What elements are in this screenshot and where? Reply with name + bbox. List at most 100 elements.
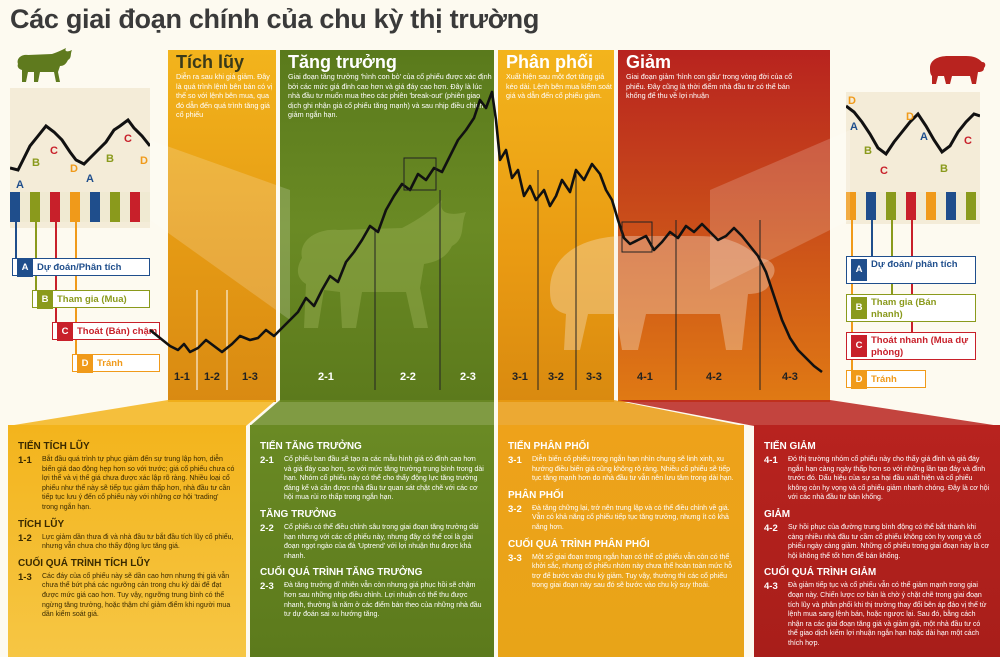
price-line-chart bbox=[149, 90, 823, 374]
stage-label: 3-2 bbox=[548, 371, 564, 383]
bottom-box-tich-luy: TIẾN TÍCH LŨY 1-1 Bắt đầu quá trình tự ph… bbox=[8, 425, 246, 657]
mini-left-letter: B bbox=[106, 153, 114, 165]
section-text: Bắt đầu quá trình tự phục giảm đến sự tr… bbox=[42, 456, 235, 511]
section-text: Một số giai đoạn trong ngắn hạn có thể c… bbox=[532, 553, 732, 590]
bottom-box-giam: TIẾN GIẢM 4-1 Đó thị trường nhóm cổ phiếu… bbox=[754, 425, 1000, 657]
section-number: 2-1 bbox=[260, 455, 274, 466]
legend-text: Thoát (Bán) chậm bbox=[77, 326, 158, 337]
section-number: 3-2 bbox=[508, 503, 522, 515]
bull-icon bbox=[17, 48, 72, 82]
section-title: TIẾN TĂNG TRƯỞNG bbox=[260, 441, 362, 452]
section-title: CUỐI QUÁ TRÌNH TÍCH LŨY bbox=[18, 557, 151, 569]
mini-right-letter: B bbox=[864, 145, 872, 157]
stage-dividers bbox=[196, 170, 761, 390]
panel-heading: Giảm bbox=[626, 52, 672, 72]
section-text: Đà giảm tiếp tục và cổ phiếu vẫn có thể … bbox=[788, 582, 987, 647]
mini-right-letter: D bbox=[906, 111, 914, 123]
section-row: 2-2 Cổ phiếu có thể điều chỉnh sâu trong … bbox=[260, 523, 484, 561]
section-text: Diễn biến cổ phiếu trong ngắn hạn nhìn c… bbox=[532, 456, 734, 483]
mini-right-letter: C bbox=[964, 135, 972, 147]
section-row: 4-3 Đà giảm tiếp tục và cổ phiếu vẫn có t… bbox=[764, 581, 990, 648]
page-title: Các giai đoạn chính của chu kỳ thị trườn… bbox=[10, 4, 540, 34]
section-row: 1-3 Các đáy của cổ phiếu này sẽ dần cao h… bbox=[18, 572, 236, 620]
section-number: 2-3 bbox=[260, 581, 274, 593]
section-number: 3-3 bbox=[508, 552, 522, 564]
section-title: PHÂN PHỐI bbox=[508, 489, 564, 501]
bear-icon bbox=[930, 56, 986, 84]
stage-label: 2-2 bbox=[400, 371, 416, 383]
legend-left-b: B Tham gia (Mua) bbox=[32, 290, 150, 309]
legend-text: Tránh bbox=[97, 358, 123, 369]
mini-left-letter: D bbox=[70, 163, 78, 175]
legend-left-a: A Dự đoán/Phân tích bbox=[12, 258, 150, 277]
legend-text: Tránh bbox=[871, 374, 897, 385]
section-title: TIẾN PHÂN PHỐI bbox=[508, 441, 590, 452]
legend-text: Tham gia (Mua) bbox=[57, 294, 127, 305]
panel-heading: Tăng trưởng bbox=[288, 52, 397, 72]
panel-heading: Tích lũy bbox=[176, 52, 245, 72]
section-text: Đà tăng trưởng dĩ nhiên vẫn còn nhưng gi… bbox=[284, 582, 482, 619]
stage-label: 4-3 bbox=[782, 371, 798, 383]
legend-letter: D bbox=[77, 355, 93, 373]
legend-letter: D bbox=[851, 371, 867, 389]
mini-left-letter: C bbox=[50, 145, 58, 157]
section-row: 1-1 Bắt đầu quá trình tự phục giảm đến sự… bbox=[18, 455, 236, 513]
section-row: 1-2 Lực giảm dần thưa đi và nhà đầu tư bắ… bbox=[18, 533, 236, 552]
section-number: 1-3 bbox=[18, 571, 32, 583]
mini-left-letter: A bbox=[86, 173, 94, 185]
legend-right-d: D Tránh bbox=[846, 370, 926, 389]
bottom-box-tang-truong: TIẾN TĂNG TRƯỞNG 2-1 Cổ phiếu ban đầu sẽ … bbox=[250, 425, 494, 657]
section-text: Đó thị trường nhóm cổ phiếu này cho thấy… bbox=[788, 456, 990, 502]
legend-right-a: A Dự đoán/ phân tích bbox=[846, 256, 976, 284]
stage-label: 2-1 bbox=[318, 371, 334, 383]
section-number: 4-2 bbox=[764, 522, 778, 534]
mini-right-letter: C bbox=[880, 165, 888, 177]
stage-label: 4-2 bbox=[706, 371, 722, 383]
legend-text: Dự đoán/Phân tích bbox=[37, 262, 122, 273]
section-row: 4-1 Đó thị trường nhóm cổ phiếu này cho t… bbox=[764, 455, 990, 503]
stage-label: 2-3 bbox=[460, 371, 476, 383]
legend-letter: C bbox=[851, 335, 867, 357]
legend-letter: A bbox=[851, 259, 867, 281]
left-mini-chart: A B C D A B C D bbox=[10, 88, 150, 228]
stage-label: 3-3 bbox=[586, 371, 602, 383]
section-title: TĂNG TRƯỞNG bbox=[260, 508, 337, 520]
funnel-overlay bbox=[150, 130, 850, 320]
section-row: 3-2 Đà tăng chững lại, trở nên trung lập … bbox=[508, 504, 734, 533]
section-row: 3-1 Diễn biến cổ phiếu trong ngắn hạn nhì… bbox=[508, 455, 734, 484]
section-row: 2-3 Đà tăng trưởng dĩ nhiên vẫn còn nhưng… bbox=[260, 581, 484, 619]
bull-silhouette-icon bbox=[297, 200, 466, 328]
stage-label: 1-1 bbox=[174, 371, 190, 383]
section-number: 1-2 bbox=[18, 532, 32, 544]
panel-tich-luy: Tích lũy Diễn ra sau khi giá giảm. Đây l… bbox=[168, 50, 276, 402]
mini-left-letter: B bbox=[32, 157, 40, 169]
legend-letter: B bbox=[851, 297, 867, 319]
panel-description: Giai đoạn giảm 'hình con gấu' trong vòng… bbox=[626, 72, 793, 100]
mini-right-letter: B bbox=[940, 163, 948, 175]
section-text: Đà tăng chững lại, trở nên trung lập và … bbox=[532, 504, 730, 531]
panel-heading: Phân phối bbox=[506, 52, 593, 72]
section-number: 4-1 bbox=[764, 455, 778, 466]
stage-label: 1-3 bbox=[242, 371, 258, 383]
section-row: 4-2 Sự hồi phục của đường trung bình động… bbox=[764, 523, 990, 561]
legend-text: Tham gia (Bán nhanh) bbox=[871, 297, 937, 320]
section-title: TIẾN TÍCH LŨY bbox=[18, 441, 90, 452]
legend-letter: C bbox=[57, 323, 73, 341]
mini-right-letter: A bbox=[920, 131, 928, 143]
section-text: Các đáy của cổ phiếu này sẽ dần cao hơn … bbox=[42, 572, 231, 619]
panel-description: Giai đoạn tăng trưởng 'hình con bò' của … bbox=[288, 72, 492, 119]
section-number: 1-1 bbox=[18, 455, 32, 466]
mini-right-letter: D bbox=[848, 95, 856, 107]
panel-description: Xuất hiện sau một đợt tăng giá kéo dài. … bbox=[506, 72, 612, 100]
legend-letter: A bbox=[17, 259, 33, 277]
section-title: CUỐI QUÁ TRÌNH PHÂN PHỐI bbox=[508, 538, 650, 550]
section-text: Cổ phiếu có thể điều chỉnh sâu trong gia… bbox=[284, 523, 479, 560]
legend-left-d: D Tránh bbox=[72, 354, 160, 373]
section-text: Sự hồi phục của đường trung bình động có… bbox=[788, 523, 990, 560]
legend-text: Thoát nhanh (Mua dự phòng) bbox=[871, 335, 969, 358]
mini-left-letter: A bbox=[16, 179, 24, 191]
bottom-box-phan-phoi: TIẾN PHÂN PHỐI 3-1 Diễn biến cổ phiếu tro… bbox=[498, 425, 744, 657]
section-title: TIẾN GIẢM bbox=[764, 441, 816, 452]
section-title: TÍCH LŨY bbox=[18, 518, 65, 530]
